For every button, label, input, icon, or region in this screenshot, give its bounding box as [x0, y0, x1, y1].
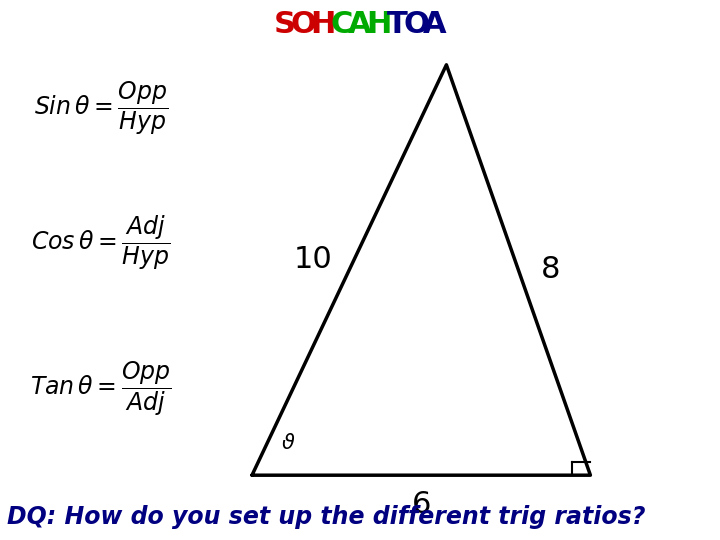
Text: O: O: [403, 10, 429, 39]
Text: C: C: [330, 10, 353, 39]
Text: T: T: [387, 10, 408, 39]
Text: DQ: How do you set up the different trig ratios?: DQ: How do you set up the different trig…: [7, 505, 646, 529]
Text: H: H: [366, 10, 392, 39]
Text: $Sin\,\theta = \dfrac{Opp}{Hyp}$: $Sin\,\theta = \dfrac{Opp}{Hyp}$: [34, 79, 168, 137]
Text: 8: 8: [541, 255, 561, 285]
Text: O: O: [291, 10, 317, 39]
Text: H: H: [310, 10, 336, 39]
Text: 6: 6: [412, 490, 431, 519]
Text: $Cos\,\theta = \dfrac{Adj}{Hyp}$: $Cos\,\theta = \dfrac{Adj}{Hyp}$: [31, 214, 171, 272]
Text: A: A: [348, 10, 372, 39]
Text: S: S: [274, 10, 296, 39]
Text: $Tan\,\theta = \dfrac{Opp}{Adj}$: $Tan\,\theta = \dfrac{Opp}{Adj}$: [30, 360, 171, 418]
Text: $\vartheta$: $\vartheta$: [281, 433, 295, 453]
Text: A: A: [423, 10, 446, 39]
Text: 10: 10: [294, 245, 333, 274]
